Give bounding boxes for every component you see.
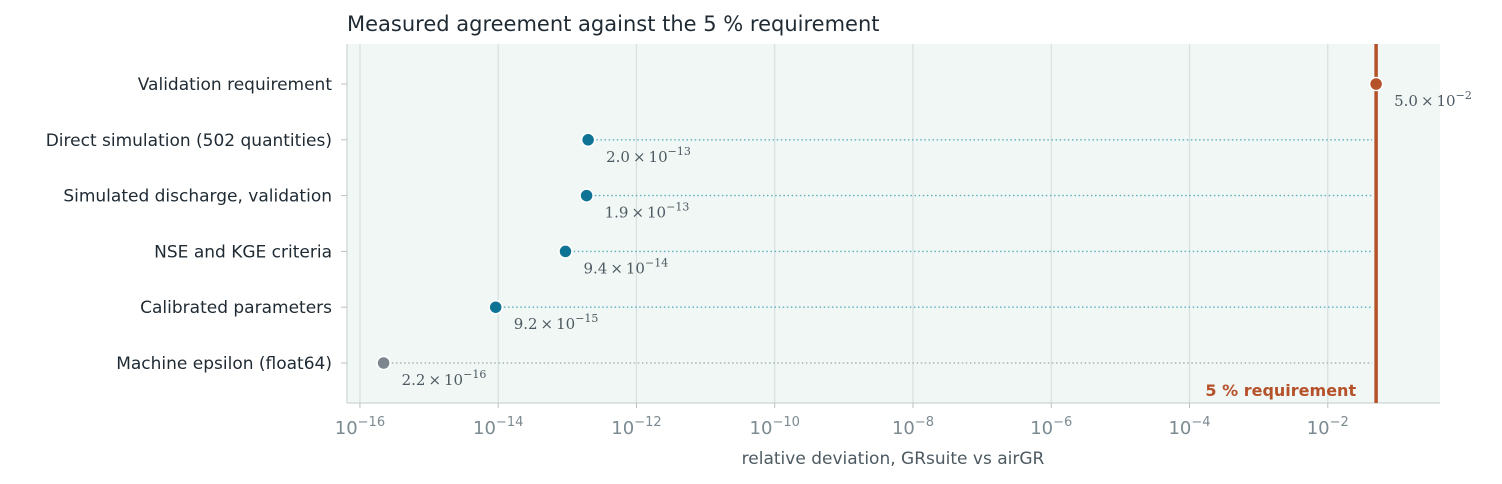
value-label: 9.2 × 10−15 bbox=[514, 312, 599, 333]
value-mantissa: 1.9 × 10 bbox=[605, 204, 667, 222]
y-ticks: Validation requirement Direct simulation … bbox=[46, 75, 347, 374]
data-point bbox=[580, 132, 596, 148]
x-tick-label: 10−8 bbox=[892, 415, 934, 439]
data-point bbox=[488, 299, 503, 315]
x-tick-base: 10 bbox=[473, 418, 496, 439]
x-ticks: 10−16 10−14 10−12 10−10 10−8 10−6 10−4 10−2 bbox=[335, 403, 1349, 439]
x-tick-base: 10 bbox=[1307, 418, 1330, 439]
plot-background bbox=[347, 44, 1440, 403]
data-point bbox=[579, 188, 594, 203]
category-label: Machine epsilon (float64) bbox=[116, 354, 332, 374]
category-label: Calibrated parameters bbox=[140, 298, 332, 318]
category-label: Direct simulation (502 quantities) bbox=[46, 131, 332, 151]
value-label: 2.0 × 10−13 bbox=[606, 145, 691, 166]
category-label: NSE and KGE criteria bbox=[154, 242, 332, 262]
value-labels: 5.0 × 10−22.0 × 10−131.9 × 10−139.4 × 10… bbox=[402, 89, 1472, 389]
value-label: 9.4 × 10−14 bbox=[583, 256, 668, 277]
x-axis-label: relative deviation, GRsuite vs airGR bbox=[742, 449, 1045, 469]
data-point bbox=[376, 355, 391, 371]
x-tick-exponent: −4 bbox=[1191, 415, 1210, 430]
value-mantissa: 2.2 × 10 bbox=[402, 371, 464, 389]
value-exponent: −2 bbox=[1456, 89, 1472, 102]
x-tick-label: 10−2 bbox=[1307, 415, 1349, 439]
x-tick-exponent: −10 bbox=[772, 415, 799, 430]
value-exponent: −14 bbox=[645, 256, 668, 269]
category-label: Validation requirement bbox=[138, 75, 333, 95]
x-tick-label: 10−10 bbox=[750, 415, 800, 439]
x-tick-exponent: −12 bbox=[634, 415, 661, 430]
threshold: 5 % requirement bbox=[1205, 44, 1378, 403]
data-points bbox=[376, 76, 1384, 371]
data-point bbox=[1368, 76, 1384, 92]
x-tick-exponent: −16 bbox=[358, 415, 385, 430]
x-tick-base: 10 bbox=[892, 418, 915, 439]
chart-title: Measured agreement against the 5 % requi… bbox=[347, 12, 880, 36]
x-tick-base: 10 bbox=[611, 418, 634, 439]
value-mantissa: 2.0 × 10 bbox=[606, 148, 668, 166]
grid-lines bbox=[359, 44, 1329, 403]
x-tick-label: 10−6 bbox=[1030, 415, 1072, 439]
x-tick-base: 10 bbox=[1168, 418, 1191, 439]
x-tick-base: 10 bbox=[750, 418, 773, 439]
x-tick-label: 10−16 bbox=[335, 415, 385, 439]
x-tick-label: 10−14 bbox=[473, 415, 523, 439]
value-label: 2.2 × 10−16 bbox=[402, 368, 487, 389]
value-exponent: −13 bbox=[666, 201, 689, 214]
x-tick-label: 10−4 bbox=[1168, 415, 1210, 439]
x-tick-label: 10−12 bbox=[611, 415, 661, 439]
value-mantissa: 9.4 × 10 bbox=[583, 259, 645, 277]
threshold-label: 5 % requirement bbox=[1205, 381, 1356, 400]
value-exponent: −16 bbox=[463, 368, 486, 381]
value-exponent: −15 bbox=[575, 312, 598, 325]
x-tick-base: 10 bbox=[1030, 418, 1053, 439]
x-tick-base: 10 bbox=[335, 418, 358, 439]
value-label: 1.9 × 10−13 bbox=[605, 201, 690, 222]
x-tick-exponent: −6 bbox=[1053, 415, 1072, 430]
value-mantissa: 9.2 × 10 bbox=[514, 315, 576, 333]
guide-lines bbox=[383, 139, 1373, 364]
value-exponent: −13 bbox=[668, 145, 691, 158]
data-point bbox=[558, 244, 573, 259]
x-tick-exponent: −2 bbox=[1330, 415, 1349, 430]
value-label: 5.0 × 10−2 bbox=[1394, 89, 1472, 110]
category-label: Simulated discharge, validation bbox=[63, 187, 332, 207]
value-mantissa: 5.0 × 10 bbox=[1394, 92, 1456, 110]
x-tick-exponent: −8 bbox=[915, 415, 934, 430]
x-tick-exponent: −14 bbox=[496, 415, 523, 430]
